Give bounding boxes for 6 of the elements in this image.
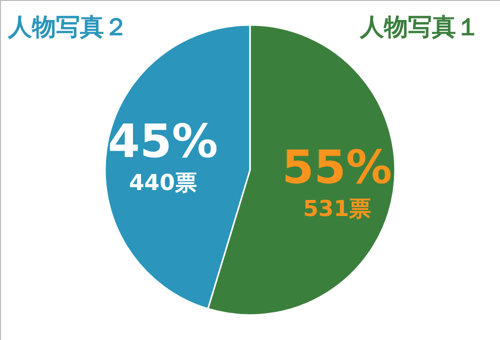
text: 45% bbox=[108, 114, 218, 168]
data-label: 531票 bbox=[303, 196, 372, 222]
slice-label: 人物写真１ bbox=[359, 13, 480, 41]
data-label: 440票 bbox=[128, 171, 197, 196]
text: 55% bbox=[282, 140, 392, 194]
slice-label: 人物写真２ bbox=[7, 13, 128, 41]
